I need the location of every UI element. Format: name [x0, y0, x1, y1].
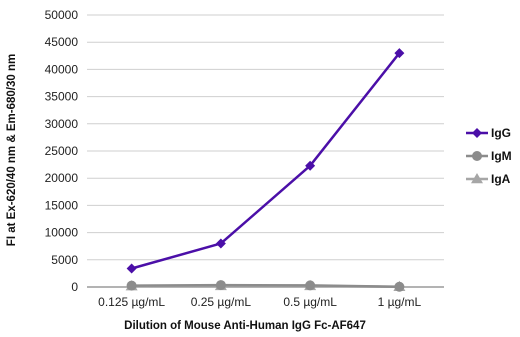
- x-tick-label: 1 µg/mL: [378, 295, 422, 309]
- y-tick-label: 15000: [45, 198, 79, 212]
- data-point: [126, 263, 137, 274]
- legend-label: IgA: [491, 172, 511, 186]
- legend-item-igg: IgG: [466, 126, 511, 140]
- legend-item-iga: IgA: [466, 172, 511, 186]
- legend-marker: [472, 151, 482, 161]
- x-tick-label: 0.25 µg/mL: [191, 295, 252, 309]
- x-tick-label: 0.125 µg/mL: [98, 295, 165, 309]
- data-series: [125, 48, 406, 292]
- x-axis-title: Dilution of Mouse Anti-Human IgG Fc-AF64…: [124, 320, 366, 332]
- y-tick-label: 5000: [51, 253, 78, 267]
- y-tick-label: 10000: [45, 226, 79, 240]
- legend: IgG IgM IgA: [466, 126, 512, 186]
- y-tick-label: 40000: [45, 62, 79, 76]
- x-tick-label: 0.5 µg/mL: [283, 295, 337, 309]
- y-tick-label: 0: [71, 280, 78, 294]
- y-tick-label: 50000: [45, 8, 79, 22]
- legend-item-igm: IgM: [466, 149, 512, 163]
- y-tick-label: 45000: [45, 35, 79, 49]
- data-point: [394, 48, 405, 59]
- legend-marker: [472, 128, 482, 138]
- legend-marker: [471, 173, 483, 184]
- data-point: [126, 280, 137, 291]
- legend-label: IgM: [491, 149, 512, 163]
- y-tick-label: 30000: [45, 117, 79, 131]
- series-line: [131, 52, 401, 270]
- series-line: [131, 283, 400, 288]
- data-point: [305, 160, 316, 171]
- data-point: [305, 280, 316, 291]
- series-igm: [126, 280, 405, 292]
- data-point: [215, 238, 226, 249]
- y-axis-title: FI at Ex-620/40 nm & Em-680/30 nm: [6, 54, 18, 246]
- gridlines: [87, 14, 444, 261]
- legend-label: IgG: [491, 126, 511, 140]
- data-point: [215, 280, 226, 291]
- data-point: [394, 281, 405, 292]
- y-axis-ticks: 0 5000 10000 15000 20000 25000 30000 35000 40000…: [45, 8, 79, 294]
- y-tick-label: 25000: [45, 144, 79, 158]
- series-igg: [126, 48, 405, 274]
- x-axis-ticks: 0.125 µg/mL 0.25 µg/mL 0.5 µg/mL 1 µg/mL: [98, 295, 421, 309]
- y-tick-label: 35000: [45, 90, 79, 104]
- y-tick-label: 20000: [45, 171, 79, 185]
